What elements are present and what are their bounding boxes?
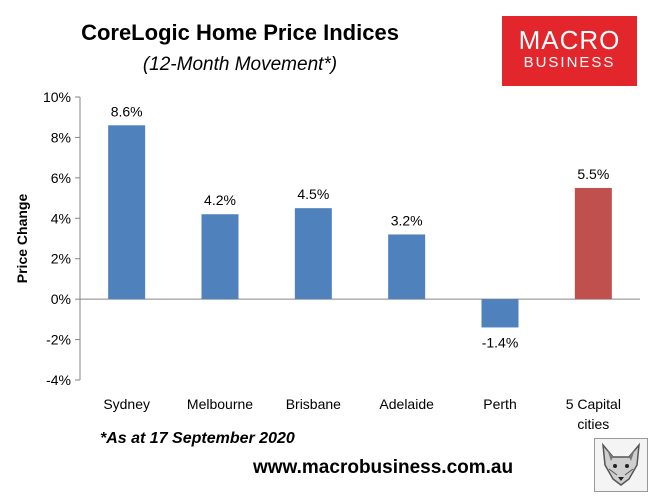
fox-head-icon (594, 438, 648, 492)
x-category-label: Adelaide (379, 396, 434, 412)
y-tick-label: 6% (51, 170, 71, 186)
chart-title: CoreLogic Home Price Indices (81, 20, 399, 45)
x-category-label: 5 Capital (566, 396, 621, 412)
data-label: 4.5% (297, 186, 329, 202)
bar (108, 125, 146, 300)
x-category-label: Melbourne (187, 396, 253, 412)
x-category-label: Sydney (103, 396, 150, 412)
chart-subtitle: (12-Month Movement*) (142, 54, 338, 75)
website-url: www.macrobusiness.com.au (253, 457, 514, 478)
bar (294, 208, 332, 300)
x-category-label: cities (577, 416, 609, 430)
y-tick-label: 0% (51, 291, 71, 307)
data-label: -1.4% (482, 334, 519, 350)
logo-line-1: MACRO (518, 25, 621, 55)
x-category-label: Perth (483, 396, 516, 412)
y-axis-title: Price Change (14, 194, 30, 284)
footnote: *As at 17 September 2020 (100, 430, 295, 447)
data-label: 8.6% (111, 103, 143, 119)
bar (481, 299, 519, 328)
y-tick-label: 2% (51, 251, 71, 267)
data-label: 3.2% (391, 212, 423, 228)
data-label: 4.2% (204, 192, 236, 208)
bar (388, 234, 426, 300)
x-category-label: Brisbane (286, 396, 341, 412)
y-tick-label: 10% (43, 89, 71, 105)
bar (201, 214, 239, 300)
y-tick-label: 4% (51, 210, 71, 226)
y-tick-label: -2% (46, 332, 71, 348)
y-tick-label: 8% (51, 129, 71, 145)
bar (574, 187, 612, 300)
bar-chart: -4% -2% 0% 2% 4% 6% 8% 10% Price Change 8.6% Sydne… (14, 89, 640, 430)
y-tick-label: -4% (46, 372, 71, 388)
data-label: 5.5% (577, 166, 609, 182)
macrobusiness-logo: MACRO BUSINESS (502, 16, 637, 86)
logo-line-2: BUSINESS (523, 54, 616, 71)
